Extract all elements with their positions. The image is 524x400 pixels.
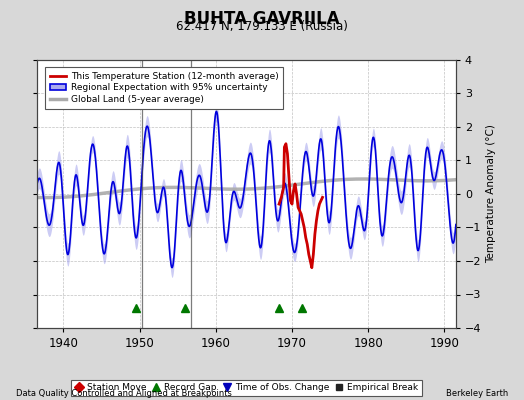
Text: BUHTA GAVRIILA: BUHTA GAVRIILA	[184, 10, 340, 28]
Text: Data Quality Controlled and Aligned at Breakpoints: Data Quality Controlled and Aligned at B…	[16, 389, 232, 398]
Text: 62.417 N, 179.133 E (Russia): 62.417 N, 179.133 E (Russia)	[176, 20, 348, 33]
Text: Berkeley Earth: Berkeley Earth	[446, 389, 508, 398]
Legend: Station Move, Record Gap, Time of Obs. Change, Empirical Break: Station Move, Record Gap, Time of Obs. C…	[71, 380, 422, 396]
Y-axis label: Temperature Anomaly (°C): Temperature Anomaly (°C)	[486, 124, 496, 264]
